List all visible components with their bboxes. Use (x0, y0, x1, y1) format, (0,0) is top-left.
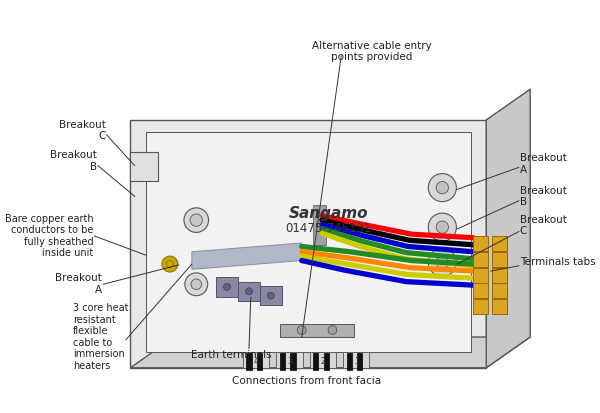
Polygon shape (146, 132, 472, 352)
Circle shape (166, 261, 173, 268)
Polygon shape (473, 236, 488, 251)
Circle shape (190, 214, 202, 226)
Polygon shape (313, 205, 326, 245)
Polygon shape (493, 252, 508, 267)
Text: Breakout
B: Breakout B (50, 150, 97, 172)
Polygon shape (260, 286, 283, 305)
Circle shape (428, 213, 457, 241)
Polygon shape (280, 353, 285, 370)
Text: 2: 2 (320, 357, 325, 366)
Text: Breakout
A: Breakout A (520, 153, 566, 175)
Polygon shape (192, 243, 302, 269)
Circle shape (224, 283, 230, 290)
Circle shape (328, 325, 337, 335)
Circle shape (191, 279, 202, 290)
Polygon shape (257, 353, 262, 370)
Polygon shape (486, 89, 530, 368)
Circle shape (436, 221, 448, 233)
Circle shape (185, 273, 208, 296)
Polygon shape (473, 268, 488, 282)
Text: Breakout
B: Breakout B (520, 185, 566, 207)
Polygon shape (473, 252, 488, 267)
Text: Connections from front facia: Connections from front facia (232, 376, 380, 386)
Polygon shape (347, 353, 352, 370)
Polygon shape (130, 152, 158, 181)
Polygon shape (247, 353, 251, 370)
Text: 4: 4 (254, 357, 259, 366)
Polygon shape (238, 282, 260, 301)
Text: 3 core heat
resistant
flexible
cable to
immersion
heaters: 3 core heat resistant flexible cable to … (73, 303, 129, 371)
Polygon shape (243, 352, 269, 368)
Circle shape (428, 173, 457, 202)
Text: Breakout
C: Breakout C (59, 120, 106, 141)
Text: Breakout
A: Breakout A (55, 273, 102, 295)
Circle shape (428, 248, 457, 276)
Polygon shape (280, 324, 355, 337)
Polygon shape (130, 120, 486, 368)
Polygon shape (276, 352, 302, 368)
Polygon shape (357, 353, 362, 370)
Polygon shape (473, 283, 488, 298)
Text: Sangamo: Sangamo (288, 206, 368, 221)
Circle shape (162, 256, 178, 272)
Circle shape (298, 325, 306, 335)
Polygon shape (323, 353, 329, 370)
Circle shape (436, 181, 448, 194)
Polygon shape (493, 236, 508, 251)
Text: Breakout
C: Breakout C (520, 215, 566, 236)
Polygon shape (215, 277, 238, 297)
Circle shape (268, 292, 274, 299)
Polygon shape (343, 352, 370, 368)
Polygon shape (310, 352, 336, 368)
Polygon shape (493, 283, 508, 298)
Polygon shape (130, 337, 530, 368)
Polygon shape (290, 353, 296, 370)
Text: Earth terminals: Earth terminals (191, 349, 272, 360)
Text: Terminals tabs: Terminals tabs (520, 257, 595, 267)
Circle shape (436, 256, 448, 268)
Circle shape (184, 208, 209, 233)
Polygon shape (493, 299, 508, 314)
Circle shape (245, 288, 253, 295)
Text: Alternative cable entry
points provided: Alternative cable entry points provided (312, 41, 432, 62)
Polygon shape (473, 299, 488, 314)
Text: 3: 3 (287, 357, 292, 366)
Text: Bare copper earth
conductors to be
fully sheathed
inside unit: Bare copper earth conductors to be fully… (5, 214, 94, 259)
Text: 1: 1 (354, 357, 359, 366)
Polygon shape (493, 268, 508, 282)
Text: 01475-745131: 01475-745131 (285, 223, 371, 235)
Polygon shape (313, 353, 319, 370)
